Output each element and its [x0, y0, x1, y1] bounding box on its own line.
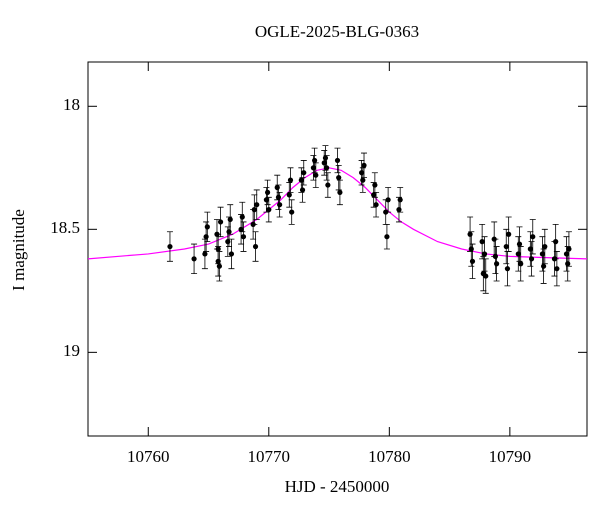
data-point	[554, 266, 560, 272]
data-point	[215, 246, 221, 252]
data-point	[385, 197, 391, 203]
data-point	[337, 189, 343, 196]
data-point	[481, 251, 488, 257]
data-point	[467, 231, 473, 237]
data-point	[542, 243, 548, 250]
data-point	[299, 187, 306, 193]
data-point	[239, 214, 245, 220]
data-point	[275, 194, 282, 200]
data-point	[530, 234, 536, 240]
y-axis-label: I magnitude	[9, 209, 28, 291]
x-axis-label: HJD - 2450000	[285, 477, 390, 496]
data-point	[372, 182, 378, 188]
data-point	[226, 229, 232, 235]
data-point	[225, 239, 231, 245]
data-point	[310, 165, 316, 171]
data-point	[539, 251, 546, 257]
data-point	[204, 224, 210, 230]
data-point	[541, 263, 547, 269]
data-point	[361, 162, 367, 168]
data-point	[483, 273, 489, 279]
data-point	[228, 251, 235, 257]
data-point	[202, 251, 208, 257]
data-point	[566, 246, 572, 252]
data-point	[240, 234, 247, 240]
data-point	[321, 160, 327, 166]
data-point	[397, 197, 403, 203]
data-point	[518, 261, 524, 267]
data-point	[516, 241, 523, 247]
x-tick-label: 10780	[368, 447, 411, 466]
x-tick-label: 10760	[127, 447, 170, 466]
data-point	[274, 184, 280, 191]
data-point	[515, 251, 521, 257]
data-point	[227, 216, 233, 223]
x-tick-label: 10770	[248, 447, 291, 466]
data-point	[334, 157, 341, 164]
data-point	[565, 261, 571, 267]
y-tick-label: 18.5	[50, 218, 80, 237]
data-point	[313, 172, 319, 178]
data-point	[384, 234, 390, 240]
data-point	[252, 243, 259, 250]
data-point	[371, 192, 377, 198]
data-point	[277, 202, 283, 208]
data-point	[563, 251, 570, 257]
data-point	[251, 207, 257, 213]
data-point	[469, 258, 476, 264]
data-point	[238, 226, 244, 232]
data-point	[504, 266, 511, 272]
data-point	[373, 202, 379, 208]
data-point	[263, 197, 269, 203]
data-point	[322, 155, 329, 161]
data-point	[359, 170, 365, 176]
data-point	[286, 192, 292, 198]
data-point	[360, 177, 366, 183]
data-point	[506, 231, 512, 237]
data-point	[311, 157, 318, 164]
data-point	[324, 165, 330, 171]
chart-title: OGLE-2025-BLG-0363	[255, 22, 419, 41]
data-point	[492, 253, 498, 259]
data-point	[325, 182, 331, 188]
data-point	[528, 256, 535, 262]
data-point	[527, 246, 533, 252]
data-point	[298, 177, 304, 183]
data-point	[266, 207, 272, 213]
data-point	[264, 189, 271, 196]
data-point	[191, 256, 197, 262]
x-tick-label: 10790	[489, 447, 532, 466]
data-point	[553, 239, 559, 245]
data-point	[396, 207, 402, 213]
data-point	[167, 243, 173, 250]
data-point	[503, 243, 509, 250]
data-point	[479, 239, 485, 245]
data-point	[216, 263, 222, 269]
model-curve	[87, 167, 588, 260]
data-point	[217, 219, 224, 225]
y-tick-label: 18	[63, 95, 80, 114]
data-point	[494, 261, 500, 267]
data-point	[289, 209, 295, 215]
data-point	[287, 177, 294, 183]
data-point	[254, 202, 260, 208]
data-point	[301, 170, 307, 176]
data-point	[468, 246, 474, 252]
plot-frame	[87, 61, 588, 437]
data-point	[336, 175, 342, 181]
data-point	[203, 234, 209, 240]
y-tick-label: 19	[63, 341, 80, 360]
